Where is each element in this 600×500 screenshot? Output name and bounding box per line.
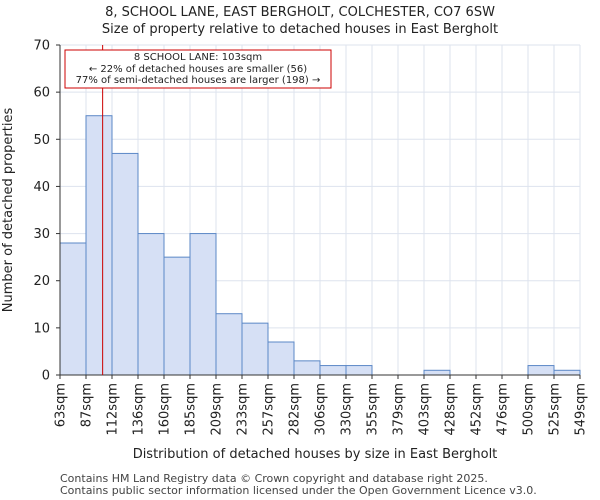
annotation-border: [64, 49, 332, 89]
x-tick-label: 87sqm: [80, 383, 95, 427]
annotation-line-1: 8 SCHOOL LANE: 103sqm: [134, 52, 262, 63]
bar: [111, 152, 139, 376]
x-tick-label: 355sqm: [366, 383, 381, 436]
x-tick-label: 525sqm: [548, 383, 563, 436]
annotation-line-3: 77% of semi-detached houses are larger (…: [76, 75, 321, 86]
x-tick-label: 379sqm: [392, 383, 407, 436]
x-tick-label: 112sqm: [106, 383, 121, 436]
y-tick-label: 20: [33, 274, 50, 289]
bar: [215, 313, 243, 376]
x-tick-label: 160sqm: [158, 383, 173, 436]
bar: [553, 369, 581, 376]
bar: [189, 233, 217, 376]
bar: [345, 365, 373, 376]
bar: [241, 322, 269, 376]
y-tick-label: 10: [33, 321, 50, 336]
y-tick-label: 0: [42, 369, 50, 384]
x-tick-labels: 63sqm 87sqm 112sqm 136sqm 160sqm 185sqm 209sqm…: [54, 375, 589, 436]
x-tick-label: 282sqm: [288, 383, 303, 436]
footer-line-2: Contains public sector information licen…: [60, 484, 537, 497]
bar: [59, 242, 87, 376]
x-tick-label: 330sqm: [340, 383, 355, 436]
chart-subtitle: Size of property relative to detached ho…: [102, 22, 498, 37]
y-tick-label: 30: [33, 227, 50, 242]
y-tick-label: 60: [33, 86, 50, 101]
bar: [163, 256, 191, 376]
y-tick-label: 50: [33, 133, 50, 148]
bar: [85, 115, 113, 376]
bar: [293, 360, 321, 376]
x-tick-label: 63sqm: [54, 383, 69, 427]
bar: [527, 365, 555, 376]
x-tick-label: 549sqm: [574, 383, 589, 436]
bar: [267, 341, 295, 376]
bars: [59, 115, 581, 376]
x-tick-label: 209sqm: [210, 383, 225, 436]
x-tick-label: 306sqm: [314, 383, 329, 436]
footer-line-1: Contains HM Land Registry data © Crown c…: [60, 472, 488, 485]
annotation-line-2: ← 22% of detached houses are smaller (56…: [89, 64, 307, 75]
y-tick-labels: 0 10 20 30 40 50 60 70: [33, 39, 60, 384]
y-tick-label: 40: [33, 180, 50, 195]
x-axis-label: Distribution of detached houses by size …: [133, 447, 498, 462]
bar: [319, 365, 347, 376]
chart-title: 8, SCHOOL LANE, EAST BERGHOLT, COLCHESTE…: [105, 5, 495, 20]
annotation-box: 8 SCHOOL LANE: 103sqm ← 22% of detached …: [64, 49, 332, 89]
x-tick-label: 500sqm: [522, 383, 537, 436]
x-tick-label: 452sqm: [470, 383, 485, 436]
x-tick-label: 257sqm: [262, 383, 277, 436]
x-tick-label: 136sqm: [132, 383, 147, 436]
y-axis-label: Number of detached properties: [1, 108, 16, 313]
bar: [137, 233, 165, 376]
x-tick-label: 233sqm: [236, 383, 251, 436]
x-tick-label: 403sqm: [418, 383, 433, 436]
x-tick-label: 476sqm: [496, 383, 511, 436]
bar: [423, 369, 451, 376]
x-tick-label: 185sqm: [184, 383, 199, 436]
x-tick-label: 428sqm: [444, 383, 459, 436]
y-tick-label: 70: [33, 39, 50, 54]
